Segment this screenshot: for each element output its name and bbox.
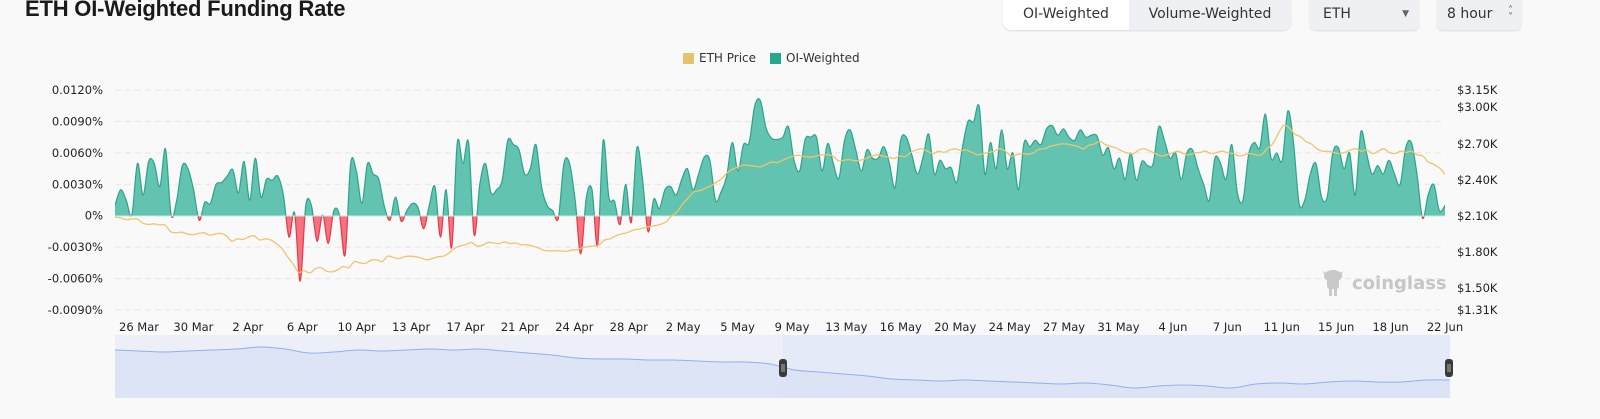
right-axis-tick: $3.15K [1457,83,1498,97]
navigator-handle-right[interactable] [1445,359,1453,377]
x-axis-tick: 22 Jun [1427,320,1463,334]
left-axis-tick: -0.0030% [48,240,103,254]
weighting-toggle: OI-Weighted Volume-Weighted [1003,0,1291,30]
left-axis-tick: -0.0090% [48,303,103,317]
legend-item-oi-weighted[interactable]: OI-Weighted [770,51,860,65]
x-axis-tick: 28 Apr [610,320,648,334]
x-axis-tick: 20 May [934,320,976,334]
x-axis-tick: 13 Apr [392,320,430,334]
x-axis-tick: 30 Mar [173,320,213,334]
coinglass-watermark: coinglass [1323,270,1447,296]
legend-swatch-eth-price [683,52,694,64]
positive-outline [115,98,1445,216]
legend-swatch-oi-weighted [770,52,782,64]
x-axis-tick: 2 May [666,320,701,334]
x-axis-tick: 5 May [720,320,755,334]
interval-select-value: 8 hour [1447,6,1493,22]
x-axis-tick: 26 Mar [119,320,159,334]
funding-rate-area [115,98,1445,282]
range-navigator[interactable] [114,335,1453,398]
x-axis-tick: 4 Jun [1158,320,1187,334]
right-axis-tick: $1.50K [1457,281,1498,295]
drag-handle-icon[interactable] [1445,359,1453,377]
tab-oi-weighted[interactable]: OI-Weighted [1003,0,1129,30]
x-axis-tick: 7 Jun [1213,320,1242,334]
positive-area [115,98,1445,216]
x-axis-tick: 13 May [825,320,867,334]
right-axis-tick: $2.10K [1457,209,1498,223]
legend-item-eth-price[interactable]: ETH Price [683,51,756,65]
right-axis-tick: $3.00K [1457,100,1498,114]
updown-chevron-icon: ˄ ˅ [1508,5,1513,23]
watermark-text: coinglass [1352,273,1447,294]
left-axis-tick: 0% [85,209,103,223]
x-axis-tick: 27 May [1043,320,1085,334]
page-title: ETH OI-Weighted Funding Rate [25,0,346,21]
x-axis-tick: 16 May [880,320,922,334]
left-axis-tick: 0.0060% [52,146,103,160]
x-axis-tick: 15 Jun [1318,320,1354,334]
left-axis-tick: 0.0090% [52,114,103,128]
legend-label: OI-Weighted [786,51,860,65]
x-axis-tick: 18 Jun [1372,320,1408,334]
x-axis-tick: 31 May [1097,320,1139,334]
x-axis-tick: 24 May [989,320,1031,334]
coin-select-value: ETH [1323,6,1351,22]
left-axis-tick: -0.0060% [48,272,103,286]
left-axis-tick: 0.0030% [52,177,103,191]
right-axis-tick: $1.31K [1457,303,1498,317]
navigator-handle-left[interactable] [779,359,787,377]
right-axis-tick: $2.40K [1457,173,1498,187]
x-axis-tick: 11 Jun [1264,320,1300,334]
x-axis-tick: 9 May [775,320,810,334]
left-y-axis: 0.0120% 0.0090% 0.0060% 0.0030% 0% -0.0030% -0… [48,83,103,317]
x-axis: 26 Mar 30 Mar 2 Apr 6 Apr 10 Apr 13 Apr 17 Apr… [119,320,1463,334]
right-axis-tick: $1.80K [1457,245,1498,259]
x-axis-tick: 10 Apr [338,320,376,334]
left-axis-tick: 0.0120% [52,83,103,97]
caret-down-icon: ▼ [1402,9,1409,19]
drag-handle-icon[interactable] [779,359,787,377]
eth-price-line [114,124,1446,274]
x-axis-tick: 24 Apr [555,320,593,334]
right-axis-tick: $2.70K [1457,137,1498,151]
coinglass-cow-logo-icon [1323,270,1343,296]
tab-volume-weighted[interactable]: Volume-Weighted [1148,6,1272,22]
x-axis-tick: 21 Apr [501,320,539,334]
x-axis-tick: 2 Apr [232,320,263,334]
coin-select[interactable]: ETH ▼ [1310,0,1419,30]
chart-legend: ETH Price OI-Weighted [683,51,860,65]
interval-select[interactable]: 8 hour ˄ ˅ [1437,0,1521,30]
x-axis-tick: 6 Apr [287,320,318,334]
x-axis-tick: 17 Apr [446,320,484,334]
legend-label: ETH Price [699,51,757,65]
right-y-axis: $3.15K $3.00K $2.70K $2.40K $2.10K $1.80K $1.5… [1457,83,1498,317]
